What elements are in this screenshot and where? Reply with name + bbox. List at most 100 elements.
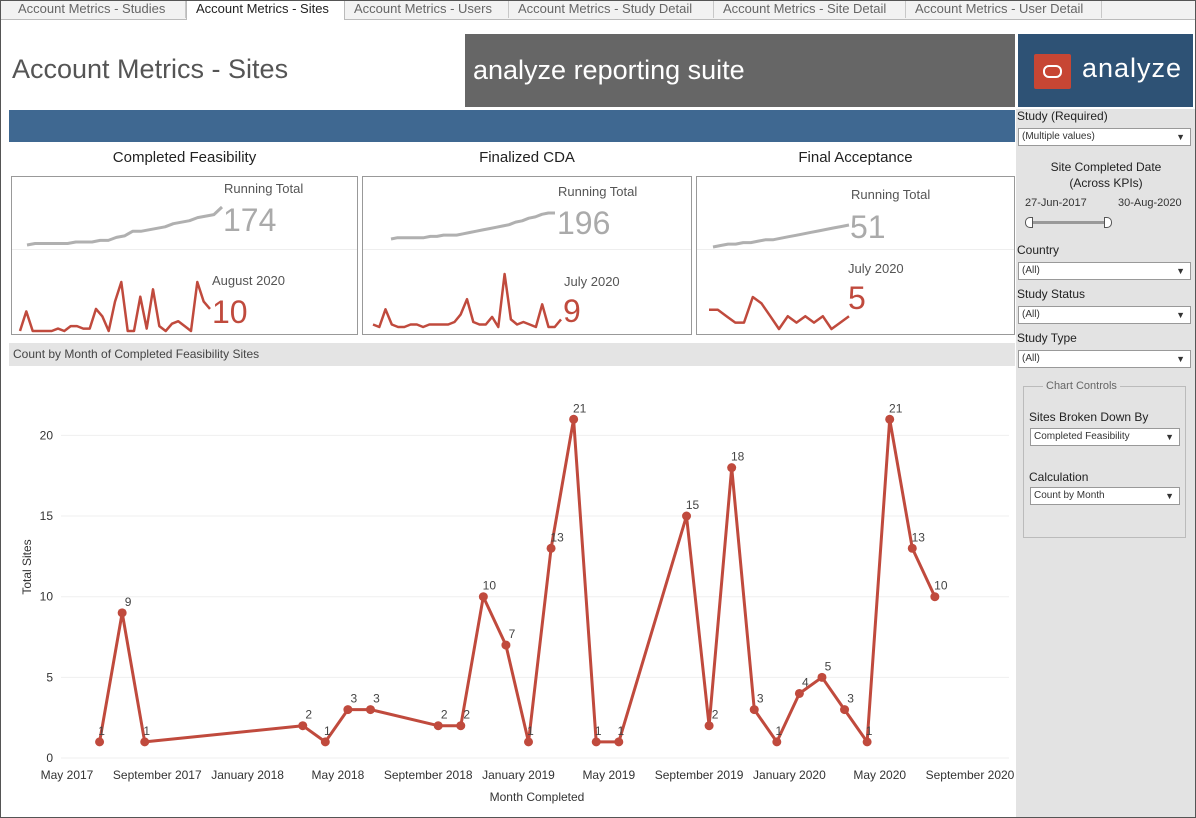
kpi-divider — [697, 249, 1014, 250]
chevron-down-icon: ▼ — [1176, 354, 1185, 364]
country-filter-label: Country — [1017, 243, 1060, 257]
monthly-sparkline — [18, 280, 211, 333]
kpi-card-finalized-cda[interactable]: Running Total 196 July 2020 9 — [362, 176, 692, 335]
chevron-down-icon: ▼ — [1176, 266, 1185, 276]
data-point — [727, 463, 737, 473]
banner — [465, 34, 1015, 107]
kpi-title-completed-feasibility: Completed Feasibility — [112, 149, 257, 166]
data-label: 1 — [324, 724, 331, 738]
period-label: July 2020 — [564, 274, 620, 289]
monthly-sparkline — [372, 272, 562, 329]
data-label: 2 — [441, 708, 448, 722]
study-filter-select[interactable]: (Multiple values) ▼ — [1018, 128, 1191, 146]
chevron-down-icon: ▼ — [1165, 432, 1174, 442]
kpi-card-final-acceptance[interactable]: Running Total 51 July 2020 5 — [696, 176, 1015, 335]
data-label: 7 — [509, 627, 516, 641]
tab-users[interactable]: Account Metrics - Users — [345, 1, 509, 18]
chart-title: Count by Month of Completed Feasibility … — [13, 347, 260, 361]
data-point — [907, 543, 917, 553]
y-tick-label: 10 — [40, 590, 54, 604]
chevron-down-icon: ▼ — [1176, 132, 1185, 142]
slider-start-handle[interactable] — [1025, 217, 1033, 228]
running-total-label: Running Total — [558, 184, 638, 199]
chart-header: Count by Month of Completed Feasibility … — [9, 343, 1015, 366]
running-total-label: Running Total — [224, 181, 304, 196]
data-point — [704, 721, 714, 731]
y-tick-label: 5 — [46, 670, 53, 684]
x-axis-title: Month Completed — [490, 790, 585, 804]
data-label: 2 — [463, 708, 470, 722]
breakdown-label: Sites Broken Down By — [1029, 410, 1149, 424]
date-range-slider[interactable] — [1030, 221, 1108, 224]
study-type-filter-value: (All) — [1022, 353, 1040, 364]
data-label: 4 — [802, 675, 809, 689]
date-start: 27-Jun-2017 — [1025, 197, 1087, 209]
data-label: 10 — [934, 579, 948, 593]
data-point — [433, 721, 443, 731]
study-type-filter-select[interactable]: (All) ▼ — [1018, 350, 1191, 368]
tab-user-detail[interactable]: Account Metrics - User Detail — [906, 1, 1102, 18]
calculation-select[interactable]: Count by Month ▼ — [1030, 487, 1180, 505]
data-point — [140, 737, 150, 747]
data-label: 1 — [143, 724, 150, 738]
data-label: 1 — [617, 724, 624, 738]
data-point — [95, 737, 105, 747]
data-point — [569, 414, 579, 424]
tab-sites[interactable]: Account Metrics - Sites — [186, 1, 345, 20]
study-type-filter-label: Study Type — [1017, 331, 1077, 345]
data-label: 5 — [825, 659, 832, 673]
study-status-filter-value: (All) — [1022, 309, 1040, 320]
y-tick-label: 0 — [46, 751, 53, 765]
study-filter-label: Study (Required) — [1017, 109, 1108, 123]
period-label: July 2020 — [848, 261, 904, 276]
data-label: 2 — [712, 708, 719, 722]
kpi-sparklines — [372, 211, 562, 329]
x-tick-label: September 2019 — [655, 768, 744, 782]
data-point — [930, 592, 940, 602]
calculation-label: Calculation — [1029, 470, 1089, 484]
data-label: 9 — [125, 595, 132, 609]
study-status-filter-select[interactable]: (All) ▼ — [1018, 306, 1191, 324]
header-divider-bar — [9, 110, 1015, 142]
data-point — [862, 737, 872, 747]
country-filter-value: (All) — [1022, 265, 1040, 276]
data-label: 2 — [305, 708, 312, 722]
data-point — [365, 705, 375, 715]
y-axis-title: Total Sites — [20, 539, 34, 594]
slider-end-handle[interactable] — [1104, 217, 1112, 228]
data-label: 3 — [847, 692, 854, 706]
data-point — [478, 592, 488, 602]
period-value: 5 — [848, 280, 866, 316]
data-point — [817, 672, 827, 682]
country-filter-select[interactable]: (All) ▼ — [1018, 262, 1191, 280]
data-point — [298, 721, 308, 731]
chevron-down-icon: ▼ — [1176, 310, 1185, 320]
data-point — [885, 414, 895, 424]
tab-study-detail[interactable]: Account Metrics - Study Detail — [509, 1, 714, 18]
data-label: 13 — [550, 530, 564, 544]
chart-controls-panel — [1023, 386, 1186, 538]
logo-text: analyze — [1082, 53, 1183, 83]
tab-site-detail[interactable]: Account Metrics - Site Detail — [714, 1, 906, 18]
series-line — [98, 417, 937, 744]
running-total-sparkline — [26, 205, 224, 247]
running-total-label: Running Total — [851, 187, 931, 202]
data-point — [614, 737, 624, 747]
breakdown-value: Completed Feasibility — [1034, 431, 1130, 442]
kpi-card-completed-feasibility[interactable]: Running Total 174 August 2020 10 — [11, 176, 358, 335]
running-total-value: 196 — [557, 205, 611, 241]
chevron-down-icon: ▼ — [1165, 491, 1174, 501]
data-point — [456, 721, 466, 731]
data-point — [591, 737, 601, 747]
data-label: 1 — [866, 724, 873, 738]
tab-studies[interactable]: Account Metrics - Studies — [9, 1, 186, 18]
breakdown-select[interactable]: Completed Feasibility ▼ — [1030, 428, 1180, 446]
kpi-divider — [12, 249, 357, 250]
running-total-value: 174 — [223, 202, 277, 238]
x-tick-label: January 2018 — [211, 768, 284, 782]
data-label: 1 — [98, 724, 105, 738]
data-point — [749, 705, 759, 715]
data-point — [546, 543, 556, 553]
